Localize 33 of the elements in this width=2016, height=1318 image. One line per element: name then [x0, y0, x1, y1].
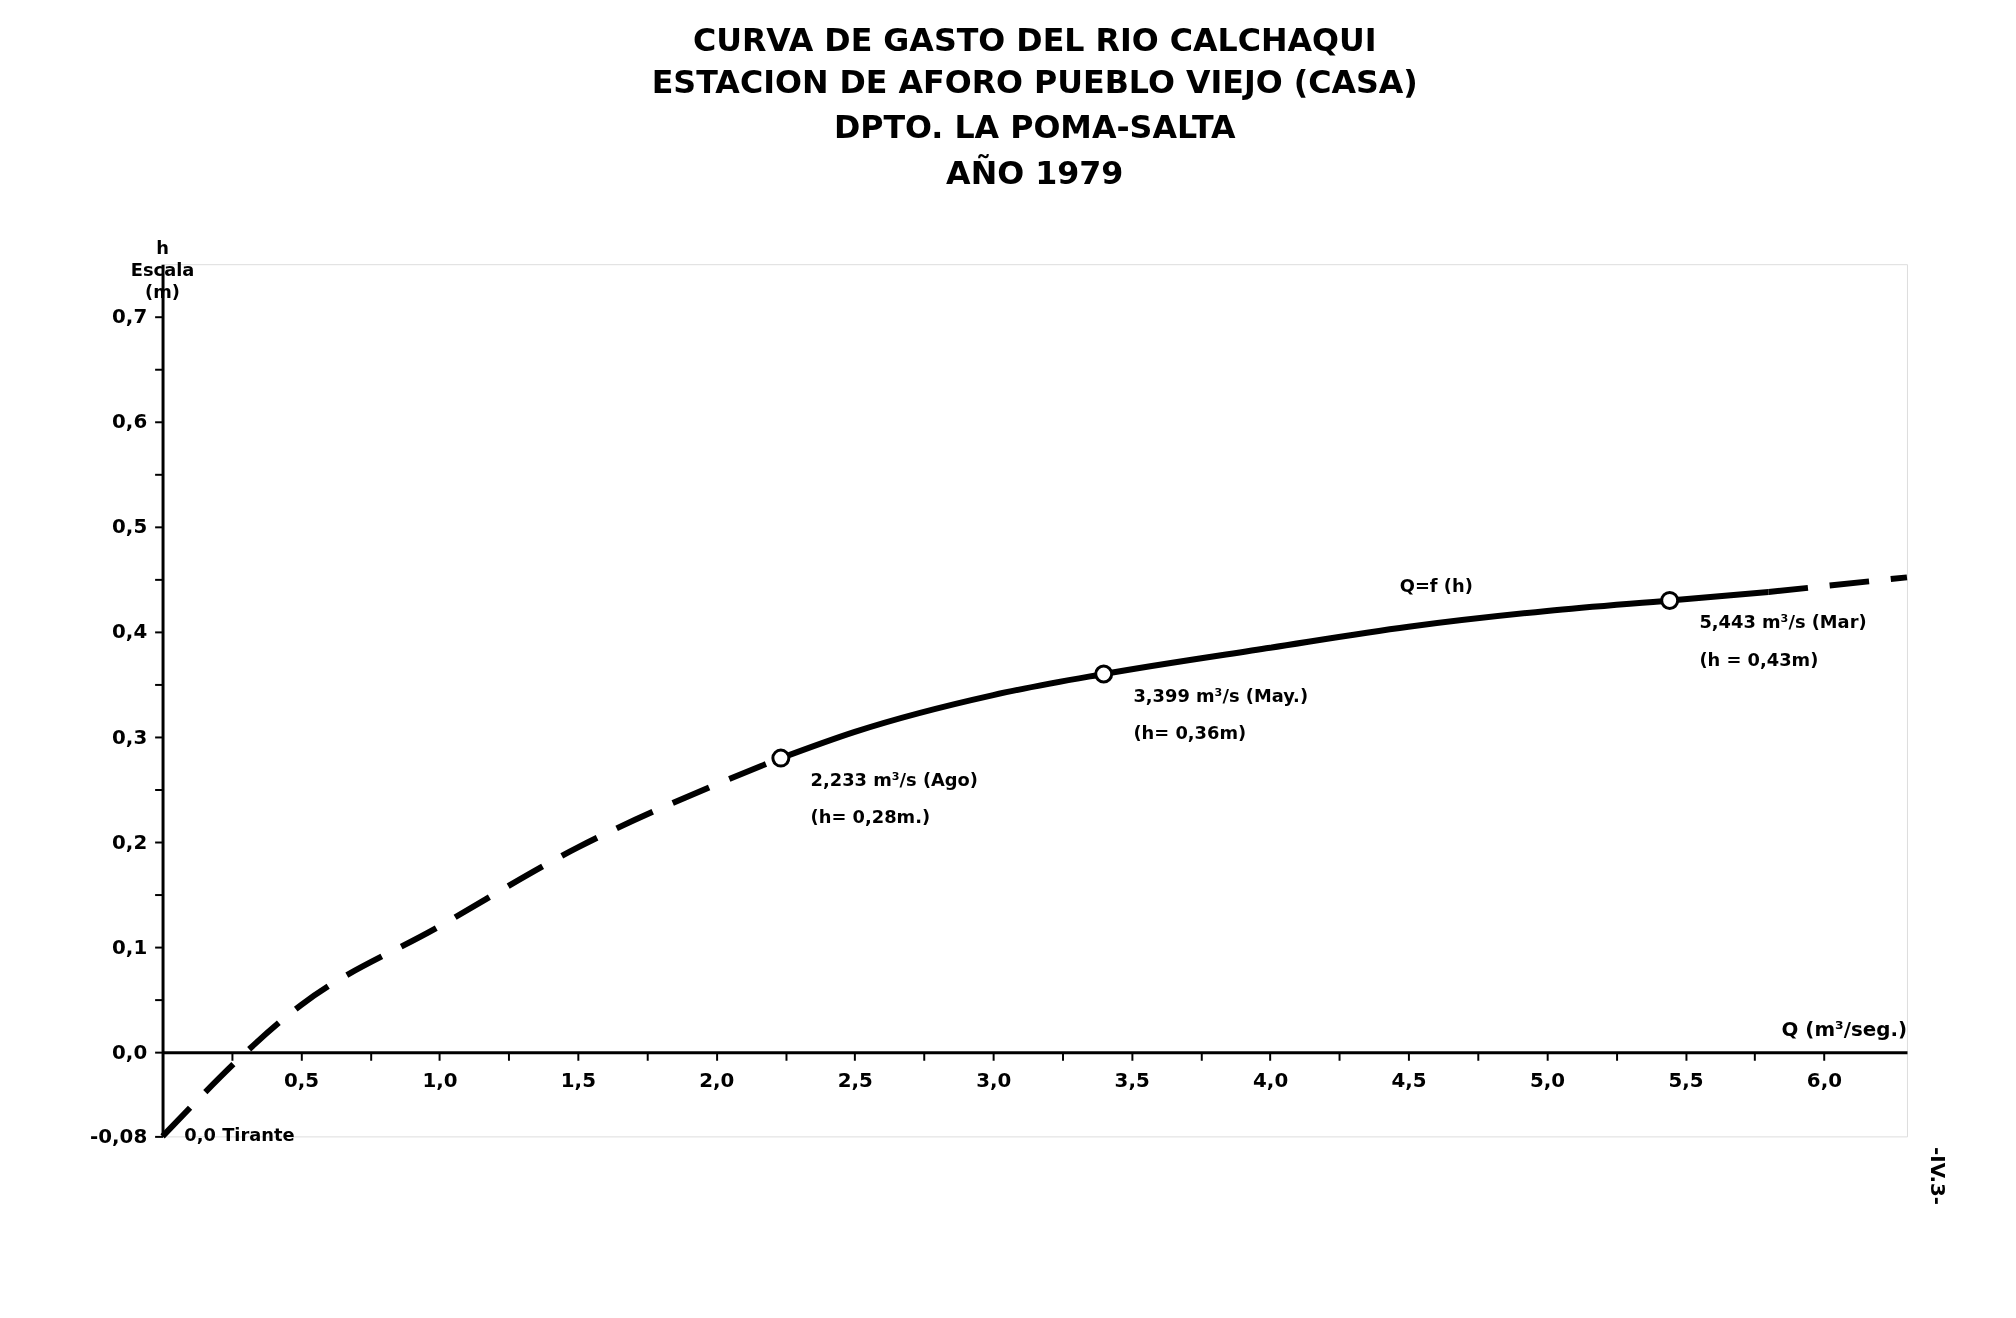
annotation: 0,0 Tirante [184, 1124, 295, 1146]
y-tick-label: 0,7 [112, 305, 148, 329]
x-tick-label: 3,0 [976, 1068, 1012, 1092]
y-tick-label: 0,3 [112, 725, 148, 749]
y-tick-label: 0,6 [112, 410, 148, 434]
y-tick-label: -0,08 [90, 1124, 148, 1148]
x-tick-label: 5,0 [1529, 1068, 1566, 1092]
text: -IV.3- [1925, 1147, 1949, 1205]
x-axis-title: Q (m³/seg.) [1781, 1018, 1907, 1042]
annotation: 5,443 m³/s (Mar) (h = 0,43m) [1699, 611, 1867, 670]
x-tick-label: 5,5 [1668, 1068, 1704, 1092]
x-tick-label: 1,0 [422, 1068, 458, 1092]
annotation: 3,399 m³/s (May.) (h= 0,36m) [1133, 684, 1309, 744]
chart-title: CURVA DE GASTO DEL RIO CALCHAQUI [692, 22, 1377, 59]
chart-subtitle: ESTACION DE AFORO PUEBLO VIEJO (CASA) DPTO. LA POMA-SALTA AÑO 1979 [651, 63, 1418, 191]
x-tick-label: 4,0 [1253, 1068, 1289, 1092]
annotation: Q=f (h) [1399, 574, 1473, 596]
y-tick-label: 0,0 [112, 1040, 148, 1064]
y-tick-label: 0,2 [112, 830, 148, 854]
y-tick-label: 0,4 [112, 620, 148, 644]
x-tick-label: 4,5 [1391, 1068, 1427, 1092]
x-tick-label: 3,5 [1114, 1068, 1150, 1092]
x-tick-label: 6,0 [1806, 1068, 1842, 1092]
point [1094, 664, 1114, 684]
point [1660, 590, 1680, 610]
annotation: 2,233 m³/s (Ago) (h= 0,28m.) [810, 768, 979, 828]
y-tick-label: 0,5 [112, 515, 148, 539]
point [771, 748, 791, 768]
x-tick-label: 2,5 [837, 1068, 873, 1092]
x-tick-label: 0,5 [283, 1068, 320, 1092]
x-tick-label: 1,5 [560, 1068, 596, 1092]
x-tick-label: 2,0 [699, 1068, 735, 1092]
y-tick-label: 0,1 [112, 935, 148, 959]
